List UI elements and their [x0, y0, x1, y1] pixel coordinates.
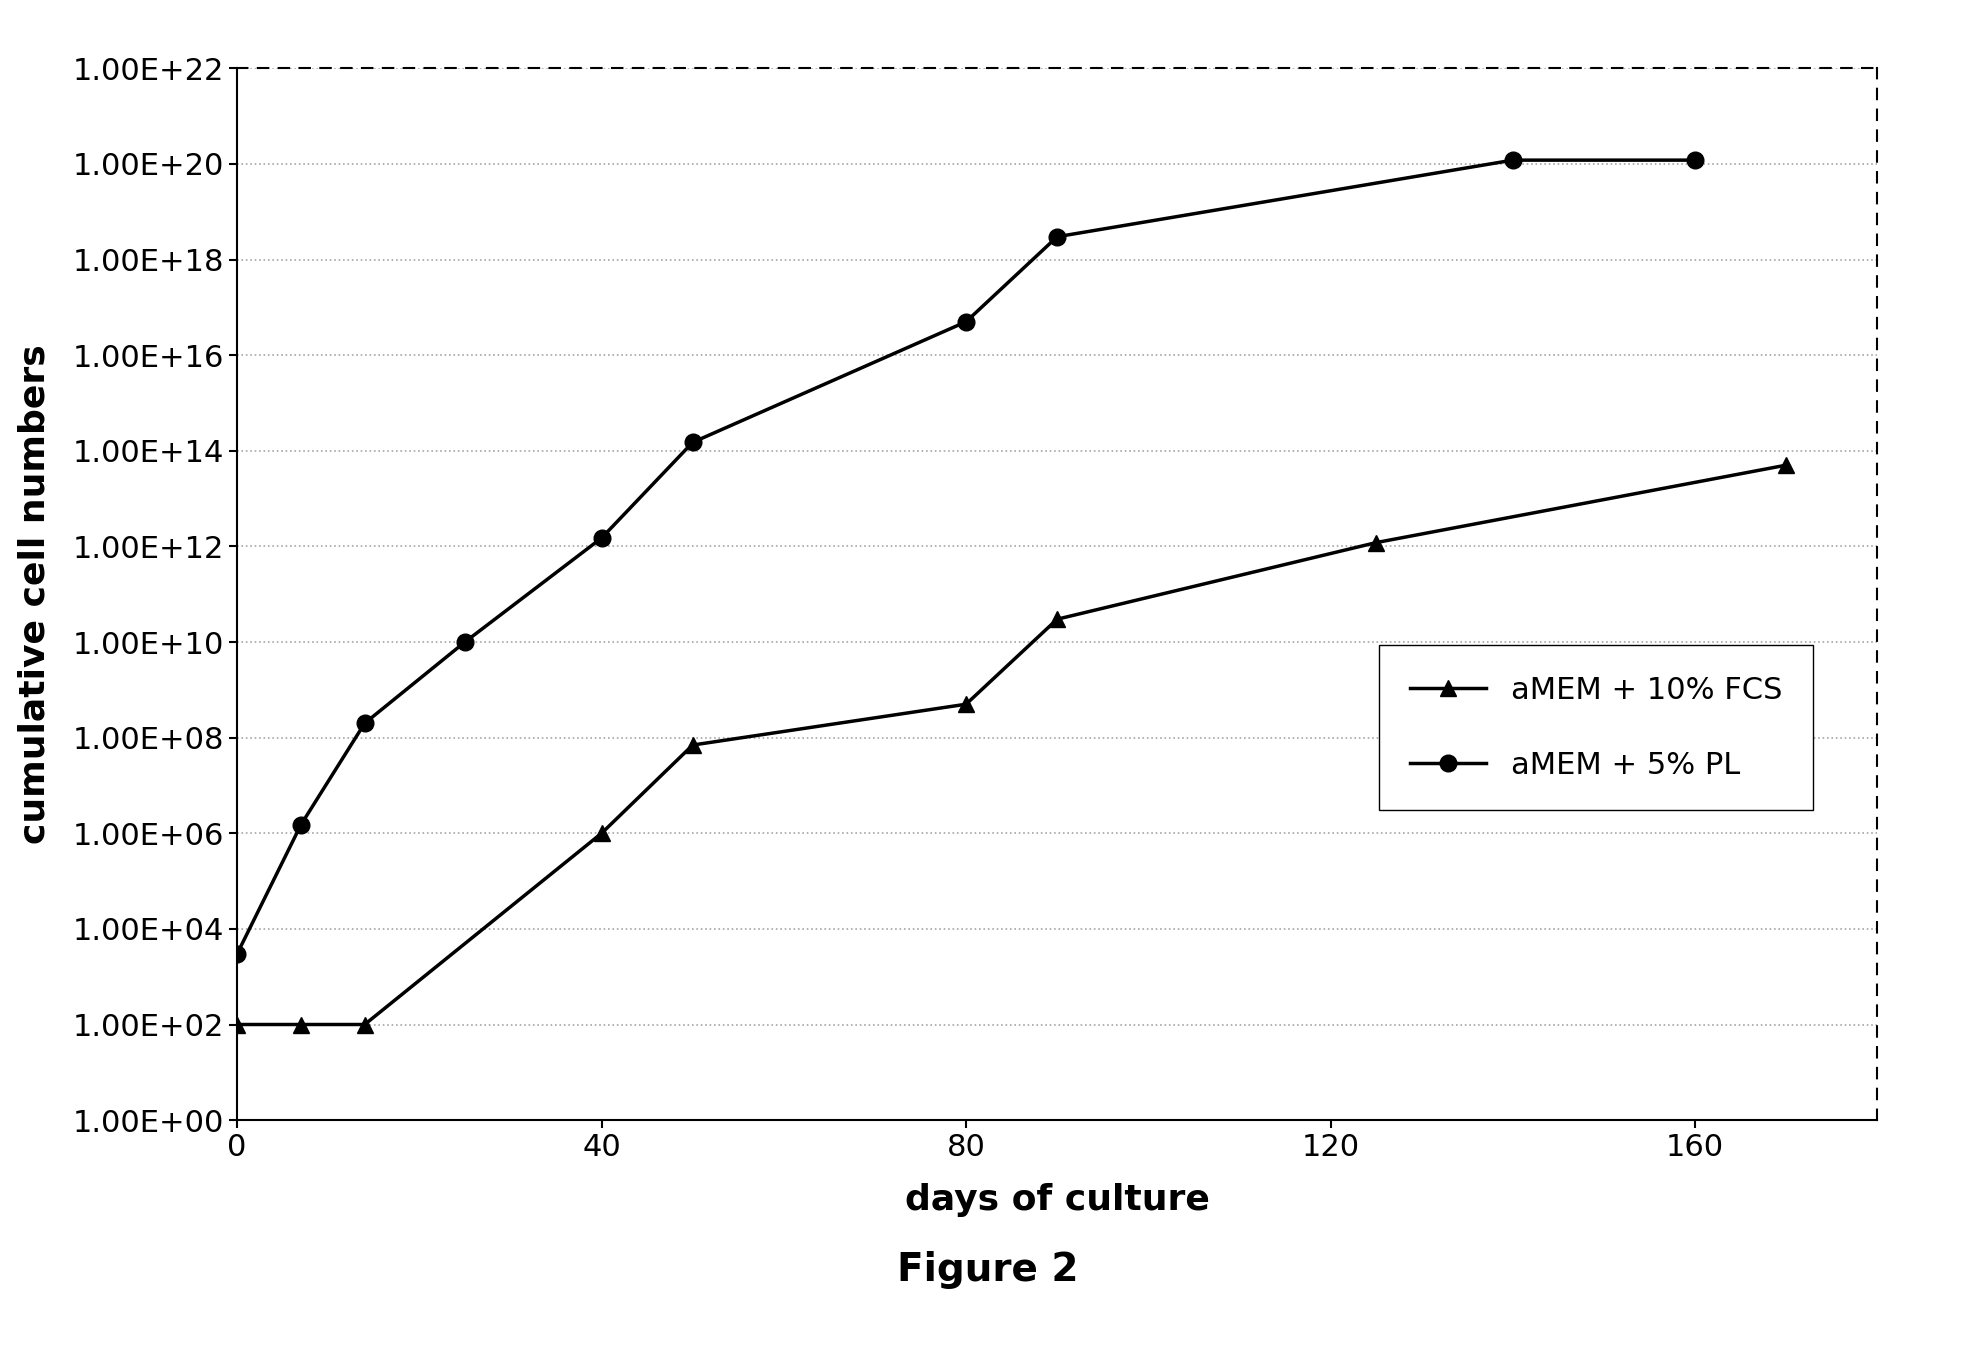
aMEM + 5% PL	[453, 634, 476, 650]
aMEM + 10% FCS	[589, 825, 613, 841]
aMEM + 5% PL	[589, 530, 613, 546]
aMEM + 5% PL	[1502, 152, 1525, 168]
aMEM + 10% FCS	[354, 1016, 377, 1033]
Legend: aMEM + 10% FCS, aMEM + 5% PL: aMEM + 10% FCS, aMEM + 5% PL	[1379, 645, 1812, 810]
aMEM + 10% FCS	[682, 736, 705, 753]
Line: aMEM + 10% FCS: aMEM + 10% FCS	[229, 456, 1794, 1033]
aMEM + 10% FCS	[288, 1016, 312, 1033]
aMEM + 5% PL	[1045, 228, 1069, 245]
aMEM + 5% PL	[225, 945, 249, 962]
aMEM + 10% FCS	[225, 1016, 249, 1033]
Text: Figure 2: Figure 2	[897, 1251, 1079, 1290]
X-axis label: days of culture: days of culture	[905, 1183, 1209, 1217]
Line: aMEM + 5% PL: aMEM + 5% PL	[229, 152, 1703, 962]
aMEM + 5% PL	[354, 714, 377, 731]
aMEM + 10% FCS	[1045, 611, 1069, 627]
Y-axis label: cumulative cell numbers: cumulative cell numbers	[18, 344, 51, 844]
aMEM + 10% FCS	[954, 697, 978, 713]
aMEM + 5% PL	[288, 817, 312, 833]
aMEM + 5% PL	[682, 434, 705, 451]
aMEM + 10% FCS	[1363, 534, 1387, 550]
aMEM + 5% PL	[1684, 152, 1707, 168]
aMEM + 5% PL	[954, 314, 978, 331]
aMEM + 10% FCS	[1774, 458, 1798, 474]
